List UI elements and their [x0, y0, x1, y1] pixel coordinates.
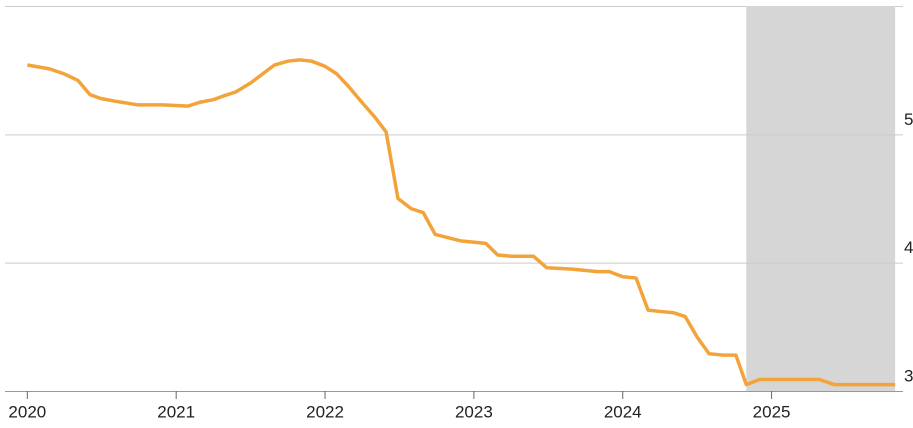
shaded-span — [746, 6, 896, 391]
y-tick-label: 4 — [904, 238, 913, 257]
x-tick-label: 2025 — [753, 402, 791, 421]
x-tick-label: 2020 — [8, 402, 46, 421]
line — [27, 58, 896, 387]
x-tick-label: 2021 — [157, 402, 195, 421]
x-tick-label: 2022 — [306, 402, 344, 421]
y-tick-label: 3 — [904, 366, 913, 385]
x-tick-label: 2024 — [604, 402, 642, 421]
y-tick-label: 5 — [904, 110, 913, 129]
x-tick-label: 2023 — [455, 402, 493, 421]
